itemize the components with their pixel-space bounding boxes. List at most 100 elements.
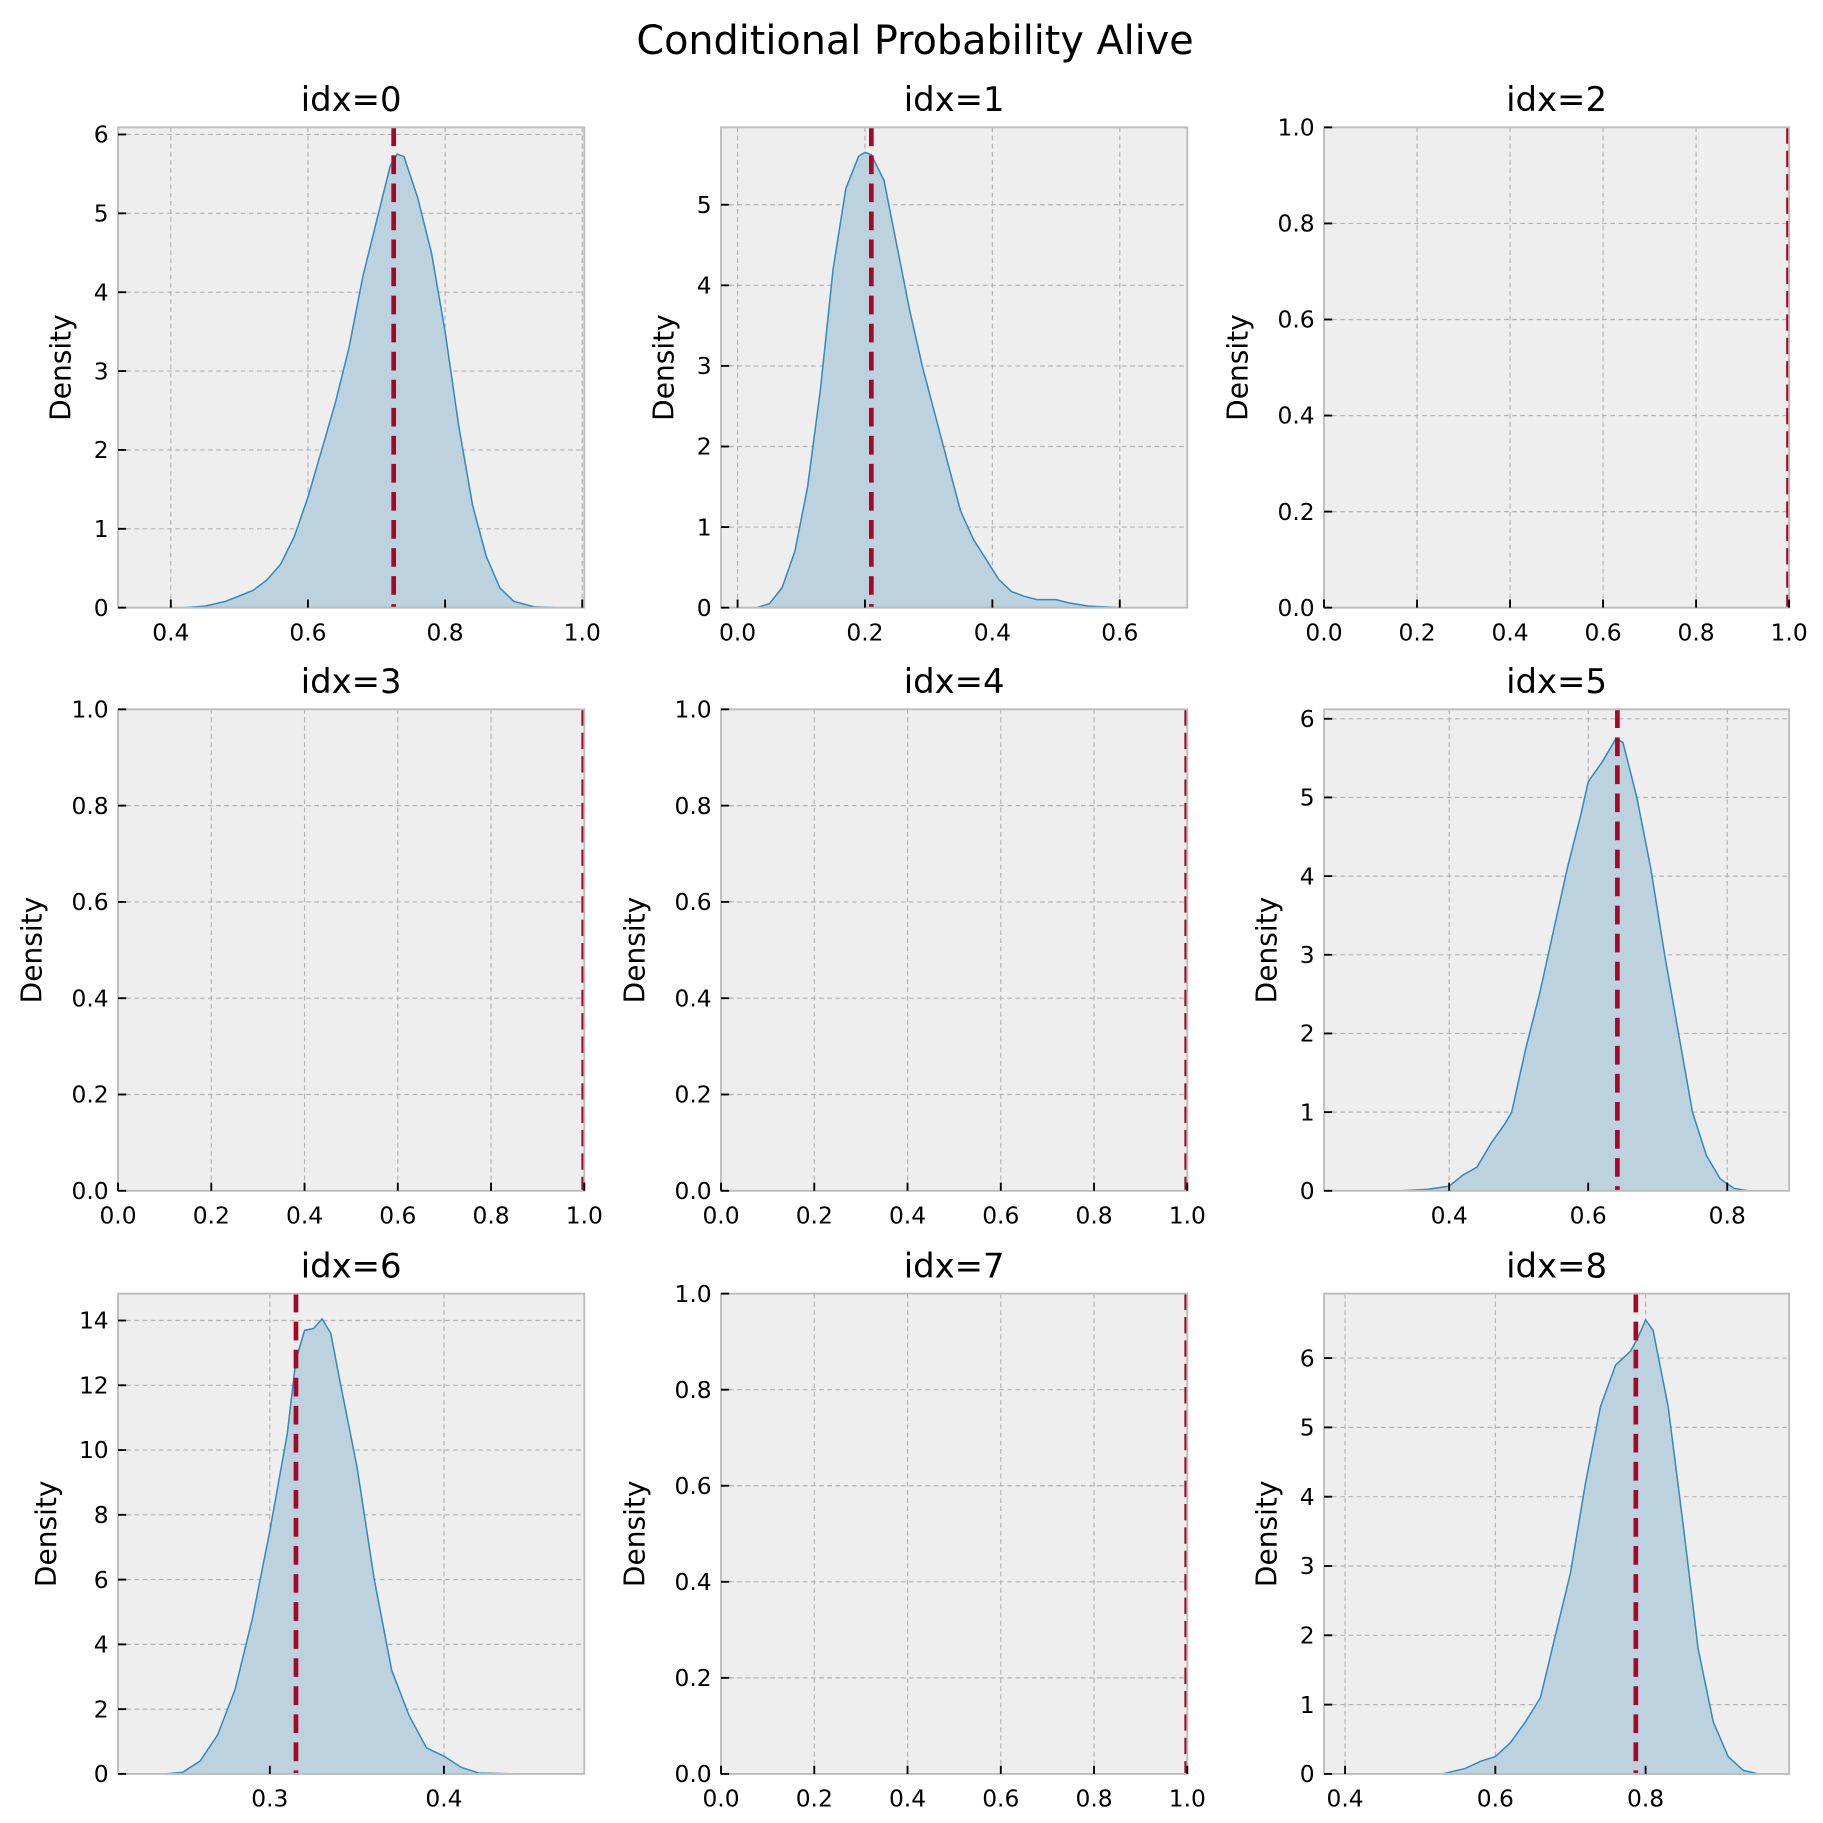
panel-title: idx=2 <box>1506 80 1607 119</box>
y-tick-label: 2 <box>1300 1621 1315 1649</box>
x-tick-label: 0.4 <box>425 1785 462 1813</box>
kde-area <box>184 153 555 609</box>
x-tick-label: 0.3 <box>251 1785 288 1813</box>
x-tick-label: 0.0 <box>702 1785 739 1813</box>
x-tick-label: 1.0 <box>566 1202 603 1230</box>
y-tick-label: 4 <box>697 272 712 300</box>
y-axis-label: Density <box>45 314 78 421</box>
y-tick-label: 0.0 <box>72 1177 109 1205</box>
kde-area <box>1442 1318 1759 1775</box>
x-tick-label: 0.0 <box>719 618 756 646</box>
x-tick-label: 0.0 <box>99 1202 136 1230</box>
y-tick-label: 1.0 <box>72 696 109 724</box>
y-tick-label: 0 <box>1300 1177 1315 1205</box>
y-tick-label: 5 <box>94 200 109 228</box>
panel-5: 0.4 0.6 0.8 0 1 2 3 4 5 6 idx=5 Density <box>1251 662 1791 1230</box>
x-tick-label: 0.6 <box>379 1202 416 1230</box>
y-tick-label: 0.8 <box>675 792 712 820</box>
panel-1: 0.0 0.2 0.4 0.6 0 1 2 3 4 5 idx=1 Density <box>648 80 1189 646</box>
x-tick-label: 0.8 <box>1678 618 1715 646</box>
y-tick-label: 0.6 <box>675 1472 712 1500</box>
axes-frame <box>1323 126 1791 609</box>
kde-area <box>756 151 1120 609</box>
x-tick-label: 0.8 <box>427 618 464 646</box>
x-tick-label: 0.0 <box>702 1202 739 1230</box>
panel-2: 0.0 0.2 0.4 0.6 0.8 1.0 0.0 0.2 0.4 0.6 0.8 1.0 idx=… <box>1221 80 1807 646</box>
x-tick-label: 1.0 <box>564 618 601 646</box>
axes-frame <box>720 1292 1189 1775</box>
y-tick-label: 5 <box>1300 784 1315 812</box>
x-tick-label: 0.6 <box>982 1785 1019 1813</box>
axes-frame <box>117 126 586 609</box>
x-tick-label: 0.2 <box>796 1785 833 1813</box>
panel-title: idx=5 <box>1506 662 1607 701</box>
y-tick-label: 12 <box>79 1371 109 1399</box>
panel-3: 0.0 0.2 0.4 0.6 0.8 1.0 0.0 0.2 0.4 0.6 0.8 1.0 idx=… <box>15 662 602 1230</box>
y-tick-label: 3 <box>1300 941 1315 969</box>
x-tick-label: 0.4 <box>286 1202 323 1230</box>
x-tick-label: 0.8 <box>1075 1202 1112 1230</box>
y-axis-label: Density <box>618 897 651 1004</box>
panel-title: idx=3 <box>301 662 402 701</box>
y-tick-label: 5 <box>697 191 712 219</box>
x-tick-label: 0.6 <box>289 618 326 646</box>
y-tick-label: 2 <box>94 436 109 464</box>
y-axis-label: Density <box>1221 314 1254 421</box>
y-tick-label: 2 <box>697 433 712 461</box>
y-tick-label: 0.6 <box>72 888 109 916</box>
axes-frame <box>117 1292 586 1775</box>
y-tick-label: 6 <box>94 121 109 149</box>
y-tick-label: 0 <box>697 594 712 622</box>
y-tick-label: 0.4 <box>1278 402 1315 430</box>
panel-4: 0.0 0.2 0.4 0.6 0.8 1.0 0.0 0.2 0.4 0.6 0.8 1.0 idx=… <box>618 662 1205 1230</box>
y-tick-label: 0.8 <box>72 792 109 820</box>
y-tick-label: 10 <box>79 1436 109 1464</box>
y-tick-label: 0.2 <box>675 1081 712 1109</box>
figure-title: Conditional Probability Alive <box>636 18 1193 64</box>
y-tick-label: 6 <box>1300 1344 1315 1372</box>
y-tick-label: 0.4 <box>675 1568 712 1596</box>
y-tick-label: 4 <box>94 278 109 306</box>
y-tick-label: 2 <box>94 1695 109 1723</box>
axes-frame <box>720 708 1189 1192</box>
x-tick-label: 0.4 <box>1431 1202 1468 1230</box>
y-tick-label: 4 <box>94 1631 109 1659</box>
y-axis-label: Density <box>1251 1480 1284 1587</box>
axes-frame <box>117 708 586 1192</box>
panel-title: idx=1 <box>904 80 1005 119</box>
y-tick-label: 1 <box>1300 1098 1315 1126</box>
y-axis-label: Density <box>30 1480 63 1587</box>
panel-7: 0.0 0.2 0.4 0.6 0.8 1.0 0.0 0.2 0.4 0.6 0.8 1.0 idx=… <box>618 1246 1205 1812</box>
y-tick-label: 6 <box>94 1566 109 1594</box>
y-tick-label: 1.0 <box>1278 114 1315 142</box>
y-tick-label: 0.0 <box>1278 594 1315 622</box>
x-tick-label: 1.0 <box>1169 1785 1206 1813</box>
y-axis-label: Density <box>648 314 681 421</box>
x-tick-label: 0.8 <box>472 1202 509 1230</box>
x-tick-label: 0.4 <box>1326 1785 1363 1813</box>
y-tick-label: 1 <box>1300 1691 1315 1719</box>
x-tick-label: 0.4 <box>889 1785 926 1813</box>
y-tick-label: 1.0 <box>675 1280 712 1308</box>
y-tick-label: 0.2 <box>675 1664 712 1692</box>
plot-background <box>118 709 585 1191</box>
x-tick-label: 0.6 <box>982 1202 1019 1230</box>
panel-title: idx=4 <box>904 662 1005 701</box>
x-tick-label: 0.8 <box>1075 1785 1112 1813</box>
y-tick-label: 0.2 <box>72 1081 109 1109</box>
x-tick-label: 0.0 <box>1305 618 1342 646</box>
y-tick-label: 3 <box>1300 1552 1315 1580</box>
y-tick-label: 5 <box>1300 1414 1315 1442</box>
panel-title: idx=6 <box>301 1246 402 1285</box>
y-tick-label: 2 <box>1300 1020 1315 1048</box>
x-tick-label: 0.6 <box>1584 618 1621 646</box>
y-tick-label: 0.6 <box>1278 306 1315 334</box>
plot-background <box>1324 127 1790 608</box>
panel-title: idx=8 <box>1506 1246 1607 1285</box>
panel-6: 0.3 0.4 0 2 4 6 8 10 12 14 idx=6 Density <box>30 1246 586 1813</box>
y-tick-label: 0.6 <box>675 888 712 916</box>
y-tick-label: 8 <box>94 1501 109 1529</box>
x-tick-label: 0.4 <box>974 618 1011 646</box>
plot-background <box>721 709 1188 1191</box>
